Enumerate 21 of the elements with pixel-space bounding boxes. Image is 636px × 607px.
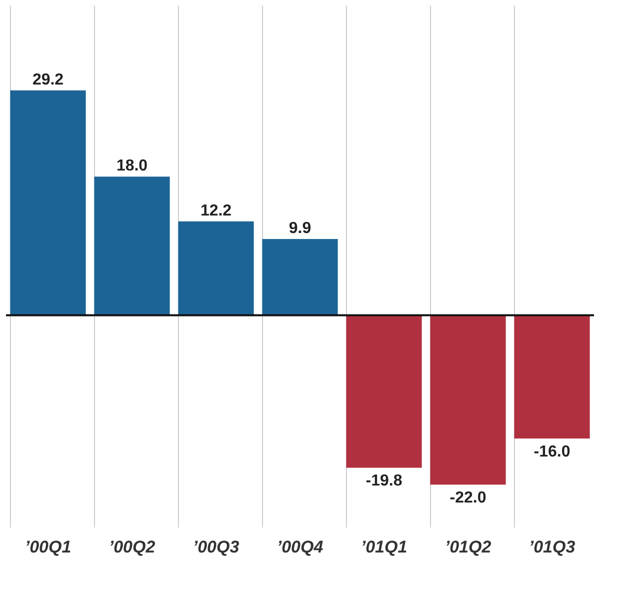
x-tick-label: ’00Q4 bbox=[276, 538, 324, 556]
bar bbox=[262, 239, 338, 316]
x-tick-label: ’00Q1 bbox=[24, 538, 72, 556]
bar bbox=[346, 315, 422, 468]
data-label: -22.0 bbox=[450, 490, 486, 507]
data-label: 12.2 bbox=[200, 202, 232, 220]
data-label: 9.9 bbox=[288, 220, 312, 238]
x-tick-label: ’01Q3 bbox=[528, 538, 576, 556]
x-tick-label: ’01Q2 bbox=[444, 538, 492, 556]
x-tick-label: ’00Q3 bbox=[192, 538, 240, 556]
x-tick-label: ’01Q1 bbox=[360, 538, 408, 556]
x-tick-label: ’00Q2 bbox=[108, 538, 156, 556]
data-label: -19.8 bbox=[366, 472, 402, 490]
bar bbox=[178, 221, 254, 316]
data-label: -16.0 bbox=[534, 443, 570, 460]
bar bbox=[514, 315, 590, 438]
bar bbox=[94, 176, 170, 316]
bar bbox=[430, 315, 506, 485]
data-label: 18.0 bbox=[116, 158, 148, 175]
bar bbox=[10, 90, 86, 316]
data-label: 29.2 bbox=[32, 71, 64, 88]
